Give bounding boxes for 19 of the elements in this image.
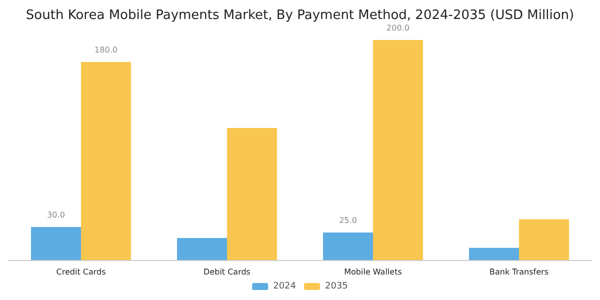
- data-label: 200.0: [386, 24, 410, 32]
- data-label: 25.0: [339, 216, 357, 225]
- x-tick-label: Debit Cards: [204, 268, 250, 276]
- bar: [227, 128, 277, 260]
- bar: [81, 62, 131, 260]
- legend-label: 2024: [273, 282, 296, 292]
- data-label: 180.0: [94, 46, 118, 54]
- x-tick-label: Credit Cards: [56, 268, 106, 276]
- data-label: 30.0: [47, 210, 65, 220]
- x-tick-label: Mobile Wallets: [344, 268, 402, 276]
- bar: [519, 219, 569, 260]
- bar: [373, 40, 423, 260]
- chart-title: South Korea Mobile Payments Market, By Payment Method, 2024-2035 (USD Million): [26, 8, 574, 23]
- bar: [323, 232, 373, 260]
- bar: [31, 227, 81, 260]
- legend-label: 2035: [325, 282, 348, 292]
- bar: [177, 238, 227, 260]
- bar: [469, 248, 519, 260]
- x-tick-label: Bank Transfers: [490, 268, 548, 276]
